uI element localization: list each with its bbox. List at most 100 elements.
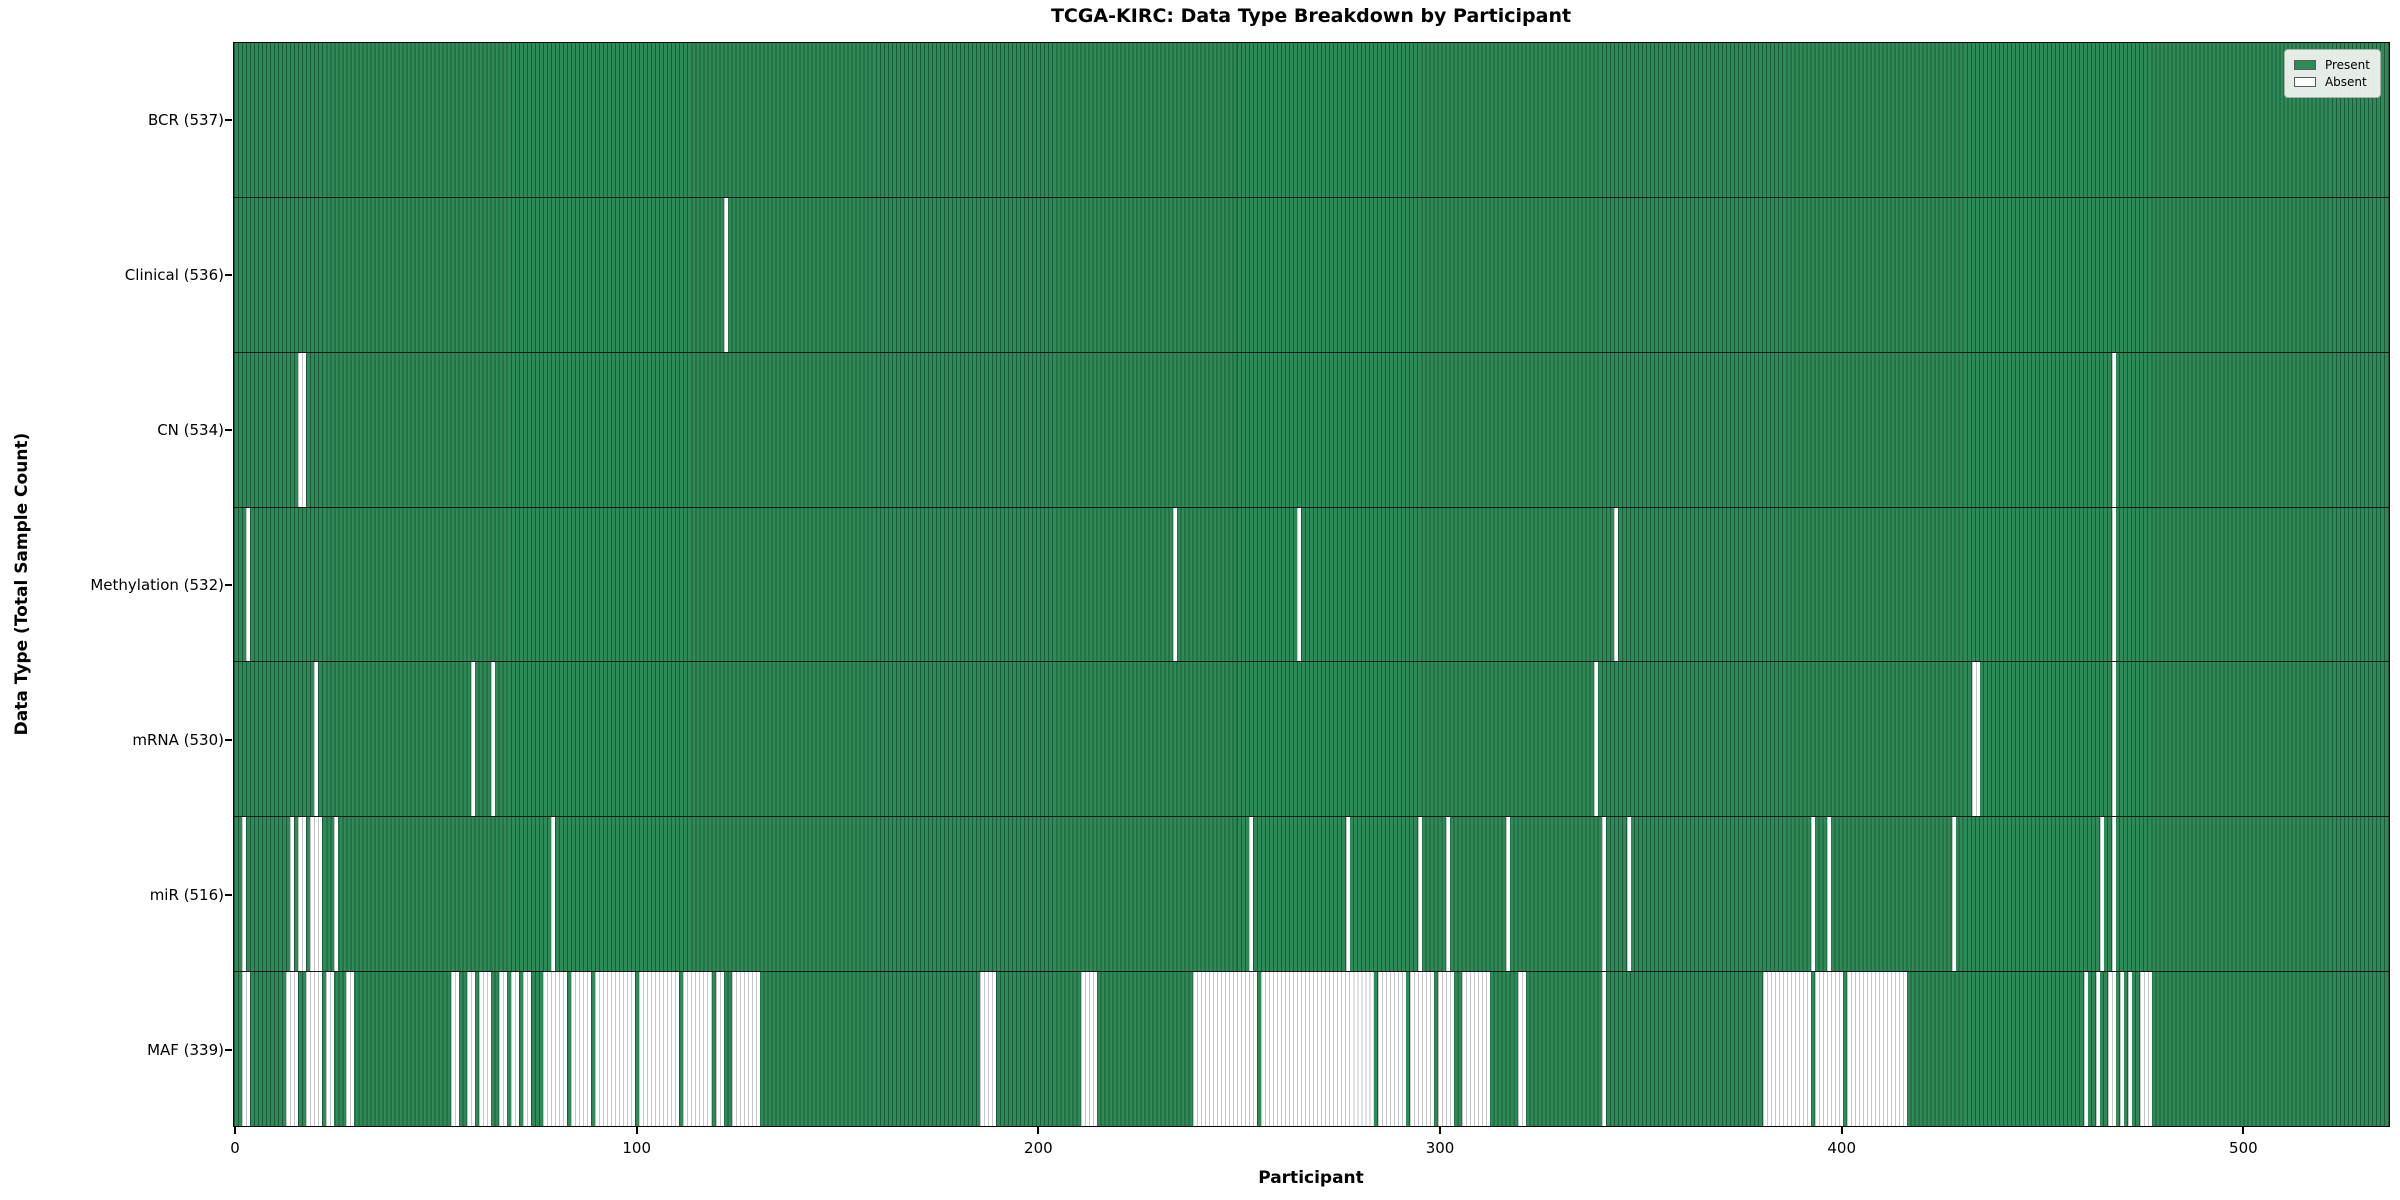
absent-stripe	[246, 507, 251, 662]
absent-stripe	[334, 817, 339, 972]
y-tick-mark	[225, 583, 232, 586]
absent-stripe	[306, 972, 323, 1127]
absent-stripe	[571, 972, 592, 1127]
legend-item-present: Present	[2293, 58, 2370, 72]
absent-stripe	[478, 972, 491, 1127]
x-tick-mark	[2242, 1127, 2245, 1134]
y-tick-mark	[225, 118, 232, 121]
absent-stripe	[314, 662, 319, 817]
absent-stripe	[1437, 972, 1454, 1127]
y-tick-mark	[225, 1048, 232, 1051]
absent-stripe	[298, 352, 307, 507]
absent-stripe	[1461, 972, 1491, 1127]
absent-stripe	[1193, 972, 1258, 1127]
absent-stripe	[2112, 817, 2117, 972]
presence-row-methylation	[234, 507, 2389, 663]
absent-stripe	[2112, 662, 2117, 817]
absent-stripe	[310, 817, 323, 972]
x-tick-label-200: 200	[1024, 1139, 1053, 1157]
absent-stripe	[1847, 972, 1908, 1127]
presence-row-bcr	[234, 43, 2389, 198]
absent-stripe	[980, 972, 997, 1127]
x-tick-label-300: 300	[1425, 1139, 1455, 1157]
absent-stripe	[1811, 817, 1816, 972]
x-tick-label-500: 500	[2229, 1139, 2258, 1157]
legend-swatch-absent	[2293, 77, 2316, 87]
presence-row-maf	[234, 972, 2389, 1127]
absent-stripe	[2112, 352, 2117, 507]
absent-stripe	[683, 972, 712, 1127]
absent-stripe	[595, 972, 636, 1127]
y-axis-label: Data Type (Total Sample Count)	[12, 432, 32, 736]
y-tick-mark	[225, 893, 232, 896]
absent-stripe	[326, 972, 335, 1127]
absent-stripe	[551, 817, 556, 972]
y-tick-label-cn: CN (534)	[157, 420, 224, 439]
absent-stripe	[522, 972, 531, 1127]
absent-stripe	[470, 662, 475, 817]
absent-stripe	[1377, 972, 1406, 1127]
legend-label: Absent	[2324, 75, 2367, 89]
y-tick-mark	[225, 273, 232, 276]
legend: Present Absent	[2283, 49, 2381, 98]
absent-stripe	[242, 817, 247, 972]
absent-stripe	[1594, 662, 1599, 817]
x-tick-mark	[1439, 1127, 1442, 1134]
absent-stripe	[2084, 972, 2088, 1127]
x-tick-label-100: 100	[622, 1139, 651, 1157]
absent-stripe	[2112, 507, 2117, 662]
presence-row-clinical	[234, 197, 2389, 353]
absent-stripe	[2100, 817, 2105, 972]
absent-stripe	[1261, 972, 1374, 1127]
y-tick-label-bcr: BCR (537)	[147, 110, 224, 129]
absent-stripe	[1602, 972, 1607, 1127]
absent-stripe	[466, 972, 475, 1127]
x-axis-label: Participant	[1258, 1168, 1364, 1188]
absent-stripe	[1506, 817, 1511, 972]
absent-stripe	[1080, 972, 1097, 1127]
absent-stripe	[1409, 972, 1434, 1127]
x-tick-mark	[234, 1127, 236, 1134]
absent-stripe	[2120, 972, 2125, 1127]
absent-stripe	[731, 972, 760, 1127]
x-tick-label-400: 400	[1827, 1139, 1857, 1157]
x-tick-mark	[635, 1127, 638, 1134]
y-tick-mark	[225, 738, 232, 741]
presence-row-mir	[234, 817, 2389, 973]
absent-stripe	[1815, 972, 1844, 1127]
absent-stripe	[1827, 817, 1832, 972]
absent-stripe	[723, 197, 728, 352]
absent-stripe	[1445, 817, 1450, 972]
absent-stripe	[1173, 507, 1178, 662]
absent-stripe	[1971, 662, 1980, 817]
x-tick-mark	[1840, 1127, 1843, 1134]
absent-stripe	[2128, 972, 2133, 1127]
y-tick-mark	[225, 428, 232, 431]
absent-stripe	[1602, 817, 1607, 972]
absent-stripe	[715, 972, 724, 1127]
absent-stripe	[1345, 817, 1350, 972]
absent-stripe	[298, 817, 307, 972]
presence-row-mrna	[234, 662, 2389, 818]
absent-stripe	[1614, 507, 1619, 662]
absent-stripe	[1249, 817, 1254, 972]
absent-stripe	[2140, 972, 2153, 1127]
plot-area: Present Absent	[233, 42, 2390, 1127]
absent-stripe	[450, 972, 459, 1127]
y-tick-label-methylation: Methylation (532)	[90, 575, 224, 594]
absent-stripe	[2108, 972, 2117, 1127]
absent-stripe	[286, 972, 299, 1127]
absent-stripe	[290, 817, 295, 972]
absent-stripe	[490, 662, 495, 817]
legend-label: Present	[2324, 58, 2370, 72]
absent-stripe	[510, 972, 519, 1127]
absent-stripe	[242, 972, 251, 1127]
y-tick-label-mir: miR (516)	[149, 885, 224, 904]
absent-stripe	[1297, 507, 1302, 662]
legend-item-absent: Absent	[2293, 75, 2370, 89]
absent-stripe	[346, 972, 355, 1127]
absent-stripe	[498, 972, 507, 1127]
chart-title: TCGA-KIRC: Data Type Breakdown by Partic…	[1050, 5, 1572, 27]
y-tick-label-clinical: Clinical (536)	[124, 265, 224, 284]
